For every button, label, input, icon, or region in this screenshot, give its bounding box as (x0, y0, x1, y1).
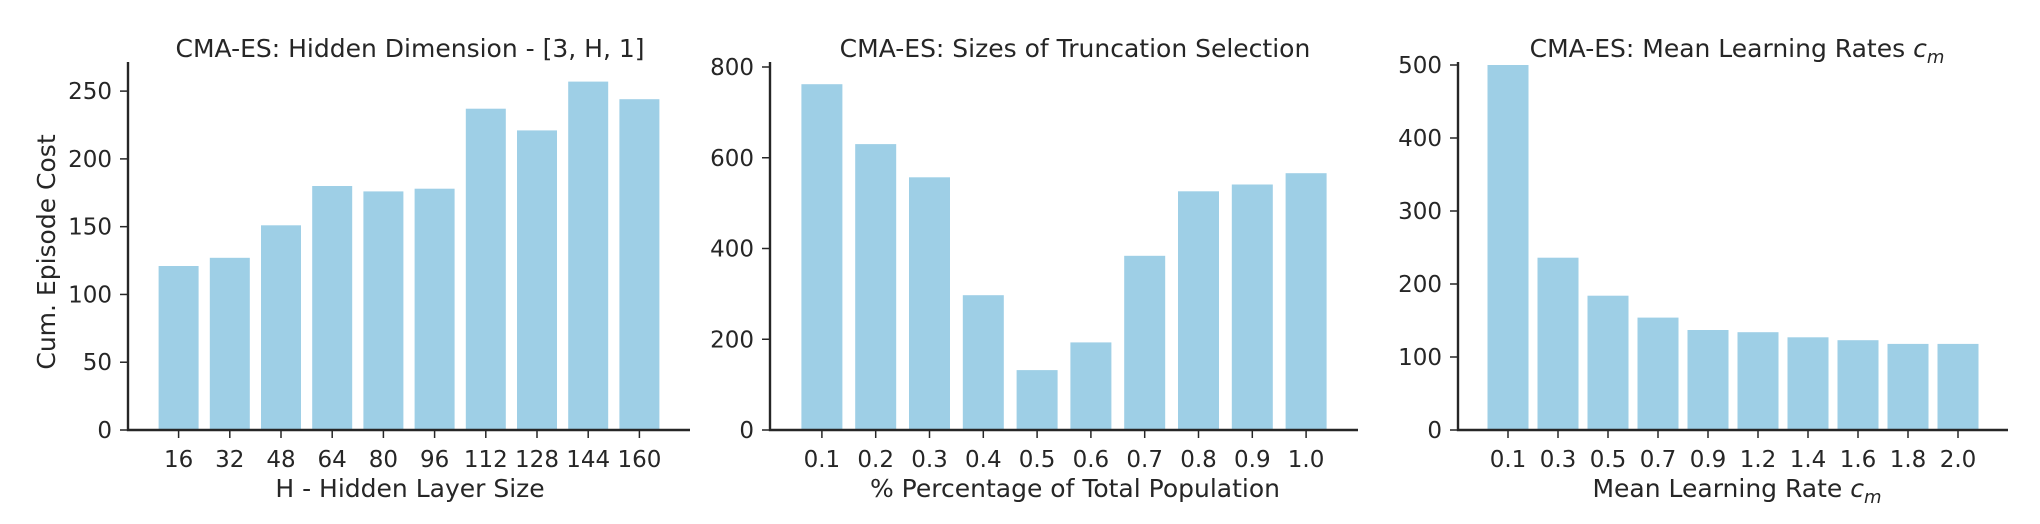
y-tick-label: 500 (1398, 53, 1442, 79)
x-tick-label: 32 (215, 447, 244, 473)
y-tick-label: 200 (68, 147, 112, 173)
x-tick-label: 0.1 (1490, 447, 1527, 473)
x-tick-label: 0.9 (1690, 447, 1727, 473)
bar-1.2 (1737, 332, 1779, 430)
bar-0.1 (801, 84, 843, 430)
y-tick-label: 100 (1398, 345, 1442, 371)
bar-0.3 (909, 177, 950, 430)
y-tick-label: 600 (710, 146, 754, 172)
chart-panel-mean-learning-rates: 0 100 200 300 400 500 0.1 0.3 0.5 0.7 0.9 1.2 1.4 1.6… (1398, 34, 2008, 508)
y-tick-label: 300 (1398, 199, 1442, 225)
x-tick-label: 48 (266, 447, 295, 473)
x-tick-label: 96 (420, 447, 449, 473)
bar-0.7 (1124, 255, 1166, 430)
x-tick-label: 0.6 (1073, 447, 1110, 473)
chart-panel-truncation-selection: 0 200 400 600 800 0.1 0.2 0.3 0.4 0.5 0.6 0.7 0.8 0.9… (710, 34, 1358, 503)
x-tick-label: 2.0 (1940, 447, 1977, 473)
bar-48 (261, 225, 301, 430)
bar-1.0 (1285, 173, 1327, 430)
y-tick-label: 100 (68, 282, 112, 308)
bar-0.5 (1016, 370, 1058, 430)
bar-0.1 (1487, 65, 1529, 430)
chart-title: CMA-ES: Hidden Dimension - [3, H, 1] (176, 34, 645, 63)
x-tick-label: 1.8 (1890, 447, 1927, 473)
y-tick-label: 150 (68, 215, 112, 241)
bar-64 (312, 186, 353, 430)
x-tick-label: 0.8 (1180, 447, 1217, 473)
y-tick-label: 0 (97, 418, 112, 444)
y-tick-label: 0 (739, 418, 754, 444)
bar-0.9 (1231, 184, 1273, 430)
x-tick-label: 112 (464, 447, 508, 473)
x-tick-label: 0.5 (1019, 447, 1056, 473)
x-tick-label: 0.5 (1590, 447, 1627, 473)
x-tick-label: 0.3 (1540, 447, 1577, 473)
bar-0.7 (1637, 317, 1679, 430)
chart-title: CMA-ES: Sizes of Truncation Selection (840, 34, 1311, 63)
x-tick-label: 64 (318, 447, 347, 473)
bar-96 (414, 188, 455, 430)
x-axis-label: Mean Learning Rate cm (1592, 474, 1881, 508)
x-tick-label: 0.7 (1640, 447, 1677, 473)
bar-0.2 (855, 144, 897, 430)
bar-1.6 (1837, 340, 1879, 430)
x-axis-label: % Percentage of Total Population (870, 474, 1280, 503)
y-tick-label: 400 (710, 237, 754, 263)
y-axis-label: Cum. Episode Cost (32, 134, 61, 369)
chart-title: CMA-ES: Mean Learning Rates cm (1530, 34, 1945, 68)
bar-0.4 (962, 295, 1004, 430)
x-axis-label: H - Hidden Layer Size (275, 474, 544, 503)
bar-16 (158, 266, 199, 430)
x-tick-label: 1.2 (1740, 447, 1777, 473)
y-tick-label: 0 (1427, 418, 1442, 444)
bar-32 (209, 257, 250, 430)
bar-0.8 (1178, 191, 1219, 430)
bar-160 (619, 99, 660, 430)
bar-128 (517, 130, 557, 430)
bar-1.4 (1787, 337, 1829, 430)
bar-0.6 (1070, 342, 1112, 430)
bar-2.0 (1937, 343, 1979, 430)
x-tick-label: 160 (617, 447, 661, 473)
bar-1.8 (1887, 343, 1929, 430)
x-tick-label: 0.2 (857, 447, 894, 473)
y-tick-label: 200 (1398, 272, 1442, 298)
x-tick-label: 0.9 (1234, 447, 1271, 473)
x-tick-label: 1.0 (1288, 447, 1325, 473)
y-tick-label: 200 (710, 327, 754, 353)
x-tick-label: 80 (369, 447, 398, 473)
x-tick-label: 144 (566, 447, 610, 473)
x-tick-label: 0.1 (804, 447, 841, 473)
bar-80 (363, 191, 404, 430)
bar-144 (568, 81, 609, 430)
y-tick-label: 50 (83, 350, 112, 376)
y-tick-label: 400 (1398, 126, 1442, 152)
x-tick-label: 1.6 (1840, 447, 1877, 473)
chart-panel-hidden-dimension: 0 50 100 150 200 250 16 32 48 64 80 96 112 128 144 160 C… (32, 34, 690, 503)
x-tick-label: 16 (164, 447, 193, 473)
x-tick-label: 0.7 (1126, 447, 1163, 473)
bar-112 (465, 108, 506, 430)
bar-0.5 (1587, 295, 1629, 430)
x-tick-label: 0.3 (911, 447, 948, 473)
y-tick-label: 800 (710, 55, 754, 81)
bar-0.3 (1537, 257, 1579, 430)
x-tick-label: 1.4 (1790, 447, 1827, 473)
bar-0.9 (1687, 330, 1729, 430)
x-tick-label: 0.4 (965, 447, 1002, 473)
y-tick-label: 250 (68, 79, 112, 105)
x-tick-label: 128 (515, 447, 559, 473)
